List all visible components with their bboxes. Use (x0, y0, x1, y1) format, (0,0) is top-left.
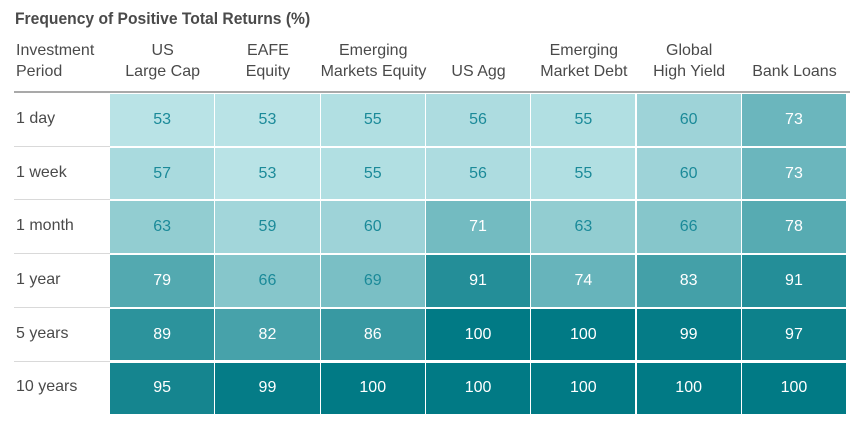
heatmap-cell: 91 (741, 255, 847, 307)
row-label: 10 years (16, 378, 78, 396)
row-label: 1 week (16, 163, 67, 181)
header-rule (14, 91, 850, 93)
column-header-line: Emerging (549, 42, 619, 59)
heatmap-cell: 83 (636, 255, 741, 307)
row-header-line: Period (16, 63, 63, 80)
heatmap-cell: 66 (636, 201, 741, 254)
heatmap-cell: 79 (110, 255, 215, 307)
row-separator (14, 145, 110, 147)
heatmap-cell: 57 (110, 147, 215, 200)
heatmap-cell: 82 (215, 308, 320, 361)
column-header-line: Large Cap (125, 63, 200, 80)
heatmap-cell: 99 (215, 362, 320, 415)
heatmap-cell: 55 (531, 94, 636, 146)
heatmap-cell: 100 (320, 362, 425, 415)
chart-title: Frequency of Positive Total Returns (%) (15, 9, 311, 28)
heatmap-cell: 69 (320, 255, 425, 307)
heatmap-cell: 100 (531, 362, 636, 415)
column-header: Global High Yield (637, 40, 742, 82)
column-header-line: US (151, 42, 174, 59)
row-label: 5 years (16, 324, 69, 342)
row-label: 1 day (16, 109, 56, 127)
column-header-line: Bank Loans (752, 63, 837, 80)
row-separator (14, 306, 110, 308)
heatmap-cell: 100 (531, 308, 636, 361)
heatmap-cell: 56 (425, 94, 531, 146)
column-header-line: EAFE (247, 42, 289, 59)
row-label: 1 year (16, 270, 61, 288)
heatmap-cell: 60 (636, 94, 741, 146)
row-separator (14, 360, 110, 362)
heatmap-cell: 60 (636, 147, 741, 200)
heatmap-cell: 74 (531, 255, 636, 307)
heatmap-cell: 95 (110, 362, 215, 415)
row-header-line: Investment (16, 42, 95, 59)
row-separator (14, 253, 110, 255)
heatmap-cell: 89 (110, 308, 215, 361)
column-header: Emerging Market Debt (531, 40, 636, 82)
column-header: US Large Cap (110, 40, 215, 82)
heatmap-cell: 55 (320, 147, 425, 200)
column-header-line: Emerging (339, 42, 408, 59)
heatmap-cell: 73 (741, 94, 847, 146)
column-header-line: Market Debt (540, 63, 628, 80)
heatmap-cell: 66 (215, 255, 320, 307)
heatmap-cell: 100 (741, 362, 847, 415)
column-header: EAFE Equity (215, 40, 320, 82)
heatmap-cell: 100 (425, 308, 531, 361)
row-header-label: Investment Period (16, 40, 94, 82)
column-header: US Agg (426, 61, 531, 82)
heatmap-cell: 63 (531, 201, 636, 254)
heatmap-cell: 55 (531, 147, 636, 200)
column-header-line: Equity (245, 63, 291, 80)
heatmap-cell: 100 (425, 362, 531, 415)
heatmap-cell: 86 (320, 308, 425, 361)
table-header: Investment Period US Large Cap EAFE Equity Eme… (0, 38, 860, 90)
heatmap-cell: 100 (636, 362, 741, 415)
column-header-line: Markets Equity (320, 63, 427, 80)
heatmap-cell: 78 (741, 201, 847, 254)
heatmap-cell: 53 (110, 94, 215, 146)
heatmap-cell: 97 (741, 308, 847, 361)
column-header-line: Global (666, 42, 713, 59)
heatmap-cell: 71 (425, 201, 531, 254)
row-separator (14, 199, 110, 201)
heatmap-cell: 73 (741, 147, 847, 200)
heatmap-cell: 56 (425, 147, 531, 200)
heatmap-cell: 63 (110, 201, 215, 254)
heatmap-cell: 91 (425, 255, 531, 307)
heatmap-cell: 53 (215, 94, 320, 146)
column-header: Bank Loans (742, 61, 847, 82)
column-header-line: US Agg (451, 63, 506, 80)
heatmap-cell: 53 (215, 147, 320, 200)
column-header: Emerging Markets Equity (320, 40, 427, 82)
heatmap-cell: 60 (320, 201, 425, 254)
heatmap-cell: 55 (320, 94, 425, 146)
heatmap-cell: 59 (215, 201, 320, 254)
row-label: 1 month (16, 217, 74, 235)
heatmap-cell: 99 (636, 308, 741, 361)
heatmap-grid: 1 day 53 53 55 56 55 60 73 1 week 57 53 55 56 55 60 73 1… (0, 93, 860, 415)
column-header-line: High Yield (653, 63, 726, 80)
